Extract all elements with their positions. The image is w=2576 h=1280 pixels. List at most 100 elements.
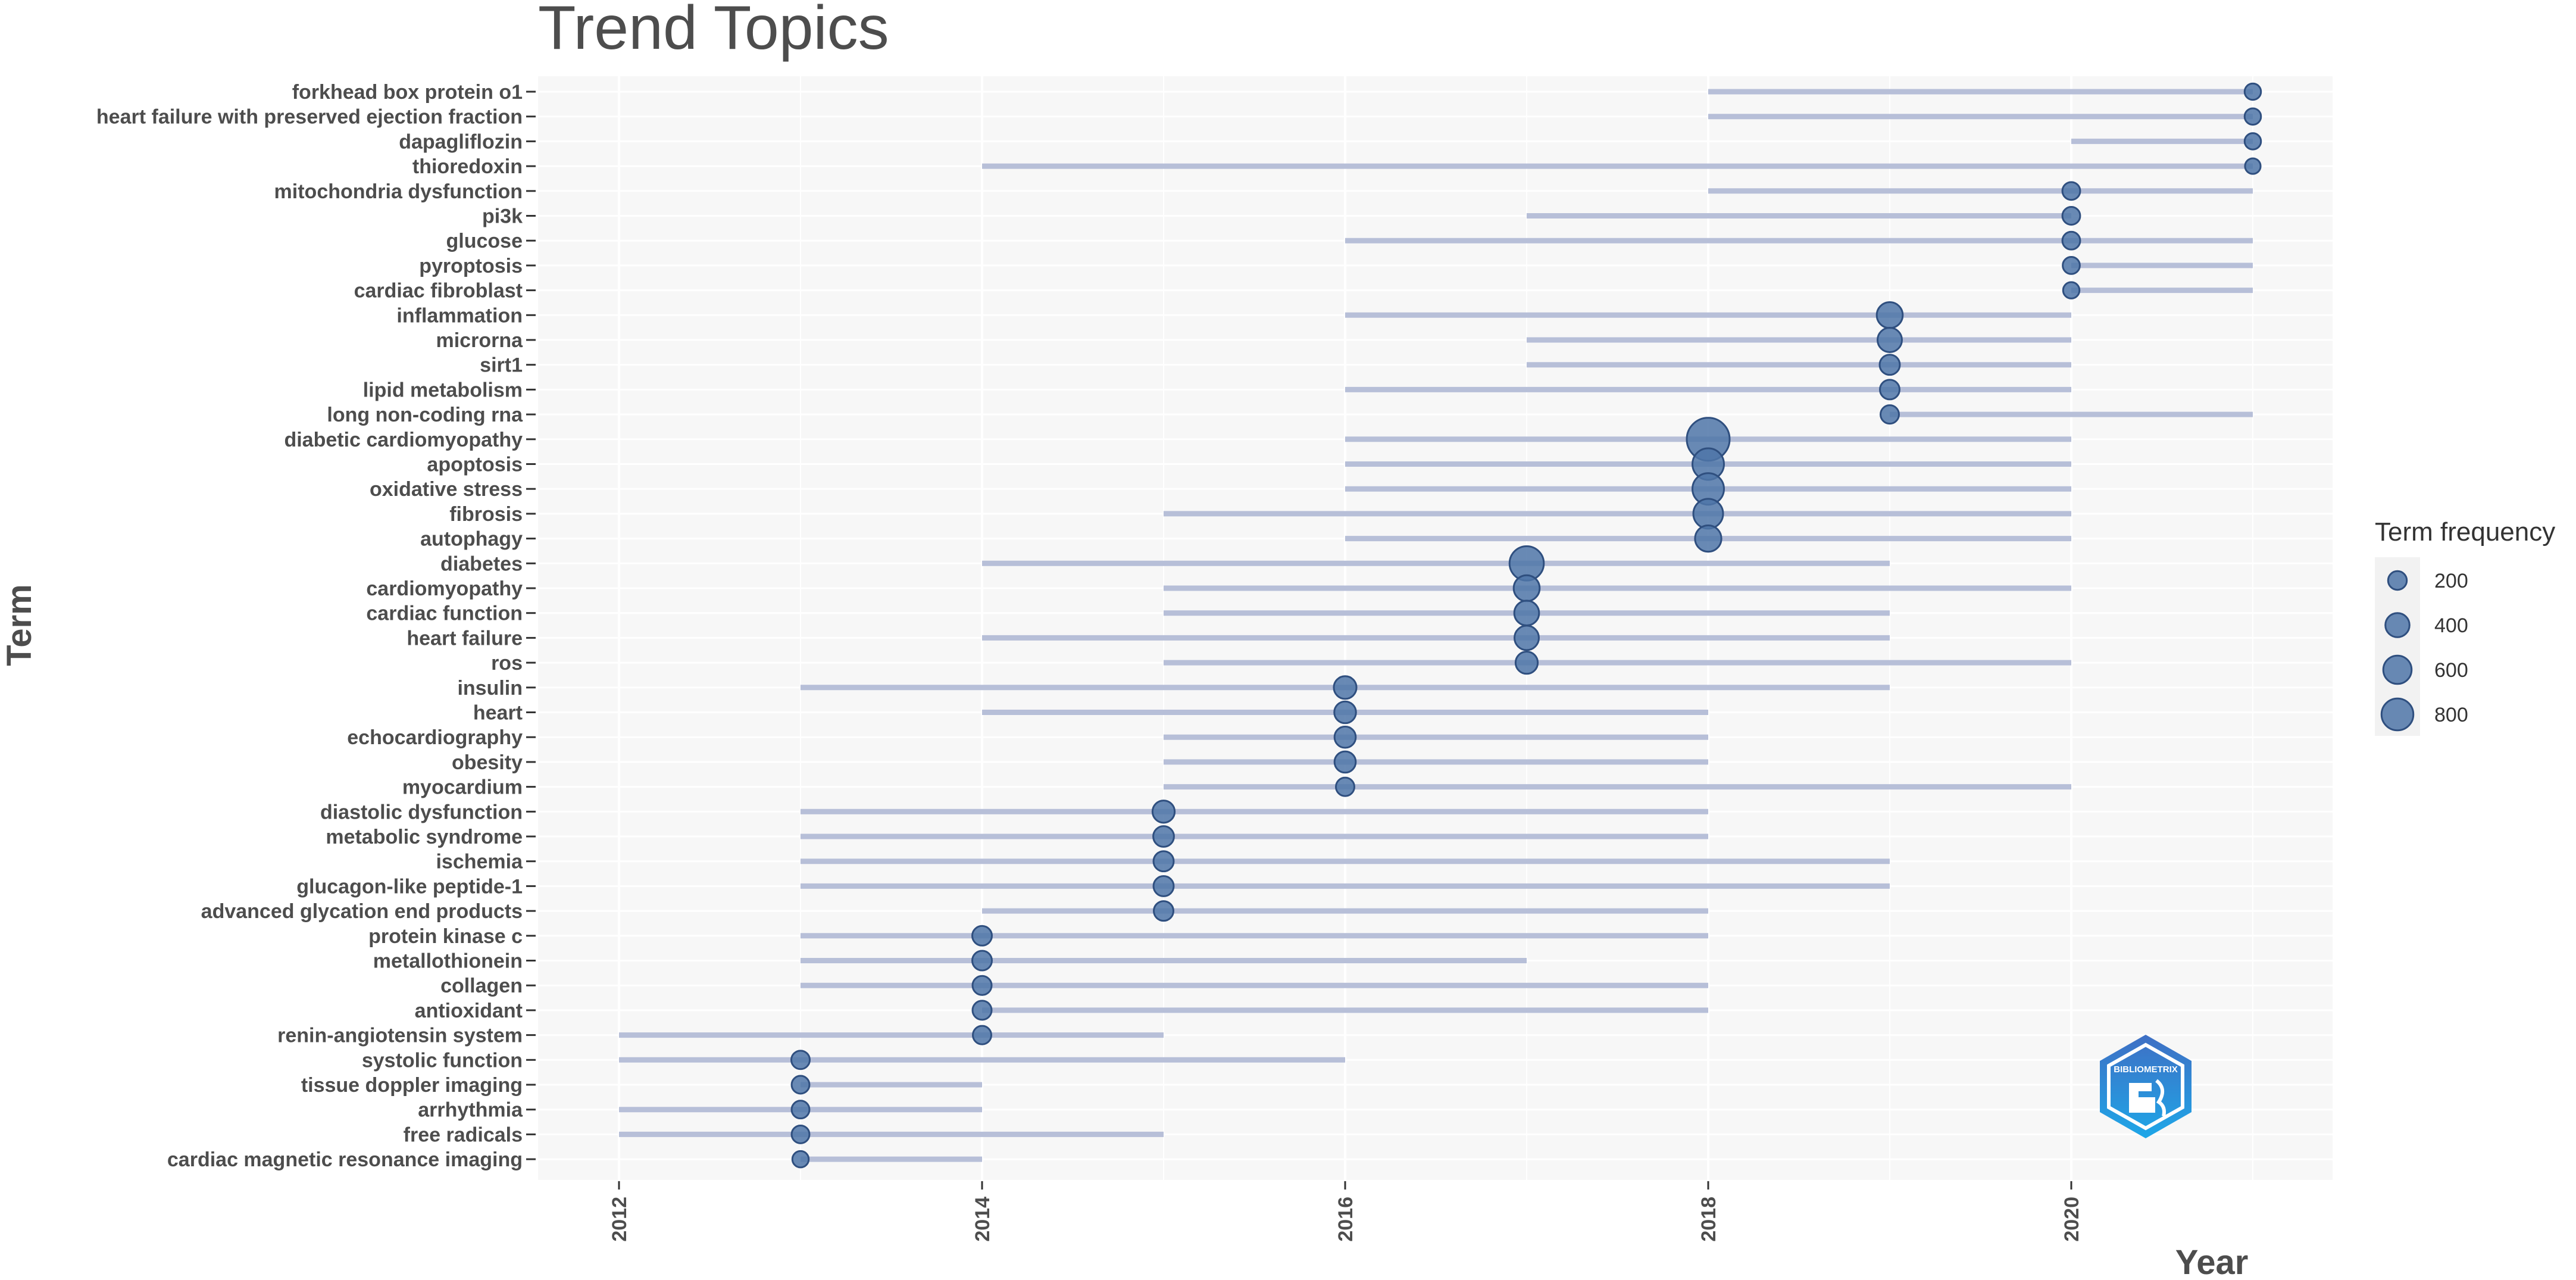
term-point [2061,181,2081,201]
x-tick-label: 2020 [2061,1197,2083,1242]
y-tick-label: ischemia [436,851,523,873]
logo-hexagon-inner [2107,1042,2184,1131]
term-point [2062,281,2081,299]
y-tick-label: glucagon-like peptide-1 [296,875,523,898]
term-point [1878,354,1901,376]
y-tick-label: lipid metabolism [363,379,523,401]
y-tick-label: mitochondria dysfunction [274,180,523,203]
y-tick-label: autophagy [420,528,523,551]
y-tick-label: diastolic dysfunction [320,801,523,823]
y-tick-label: tissue doppler imaging [301,1074,523,1097]
term-point [972,1025,992,1045]
term-point [1514,625,1540,651]
y-tick-label: cardiac magnetic resonance imaging [167,1148,523,1171]
y-tick-label: protein kinase c [368,925,523,948]
y-tick-label: free radicals [404,1123,523,1146]
y-tick-label: ros [491,652,523,675]
legend-key-label: 600 [2434,659,2468,682]
y-tick-label: pyroptosis [419,255,523,277]
x-tick-label: 2012 [608,1197,631,1242]
y-tick-label: thioredoxin [412,155,523,178]
y-tick-label: apoptosis [427,454,523,476]
term-point [2243,82,2262,101]
y-tick-label: forkhead box protein o1 [292,81,523,104]
y-tick-label: fibrosis [449,503,523,526]
legend-key-label: 200 [2434,570,2468,592]
term-point [1879,379,1900,401]
legend-key-circle [2380,697,2415,732]
y-tick-label: obesity [452,751,523,774]
y-tick-label: sirt1 [480,354,523,377]
legend-key-label: 800 [2434,704,2468,726]
x-tick-label: 2014 [971,1197,994,1242]
term-point [2243,132,2262,151]
legend-key-circle [2387,570,2408,591]
y-tick-label: inflammation [396,304,523,327]
term-ranges [619,89,2253,1162]
term-point [1335,776,1355,797]
legend-key-circle [2382,654,2413,685]
y-tick-label: antioxidant [415,1000,523,1022]
term-point [2062,256,2081,275]
x-axis-title: Year [2175,1243,2249,1280]
y-tick-label: renin-angiotensin system [277,1025,523,1047]
term-point [790,1100,811,1120]
plot-panel [538,76,2333,1180]
y-tick-label: dapagliflozin [399,130,523,153]
y-tick-label: microrna [436,329,524,352]
term-point [971,975,993,996]
y-tick-label: long non-coding rna [327,404,523,426]
y-tick-label: arrhythmia [418,1099,523,1122]
term-point [1152,875,1175,897]
term-points [790,82,2262,1169]
y-tick-label: cardiac fibroblast [354,280,523,302]
y-axis-title: Term [0,584,39,666]
term-point [1877,327,1903,353]
term-point [2061,230,2081,251]
term-point [2244,157,2262,175]
y-tick-label: oxidative stress [370,478,523,501]
y-tick-label: pi3k [482,205,523,228]
y-tick-label: collagen [440,975,523,997]
term-point [2243,107,2262,126]
term-point [791,1150,810,1169]
term-point [971,925,993,947]
chart-title: Trend Topics [538,0,889,63]
y-tick-label: insulin [457,677,523,700]
term-point [1152,825,1175,848]
logo-swirl [2155,1079,2166,1117]
y-tick-label: cardiomyopathy [366,577,523,600]
x-axis-ticks: 2012 2014 2016 2018 2020 [608,1181,2083,1242]
x-tick-label: 2018 [1697,1197,1720,1242]
y-tick-label: echocardiography [347,726,523,749]
term-point [1692,498,1724,530]
legend-key-label: 400 [2434,614,2468,637]
term-point [1152,850,1175,873]
term-point [1333,675,1358,700]
term-point [790,1075,811,1095]
term-point [1333,750,1357,774]
term-point [1513,600,1540,627]
y-tick-label: diabetic cardiomyopathy [284,429,523,451]
y-tick-label: advanced glycation end products [201,900,523,923]
y-tick-label: metallothionein [373,950,523,973]
logo-mark [2129,1083,2155,1113]
term-point [1880,404,1900,425]
y-tick-label: diabetes [440,552,523,575]
term-point [1514,650,1539,675]
legend-title: Term frequency [2375,517,2555,547]
x-tick-label: 2016 [1334,1197,1357,1242]
y-tick-label: cardiac function [366,602,523,625]
term-point [971,950,993,972]
term-point [1694,524,1722,553]
term-point [1151,800,1176,824]
term-point [790,1050,811,1070]
y-tick-label: metabolic syndrome [326,826,523,848]
term-point [971,1000,993,1021]
term-point [1333,700,1357,725]
legend: Term frequency 200 400 600 800 [2375,517,2555,736]
y-tick-label: glucose [446,230,523,252]
y-tick-label: heart failure [407,627,523,650]
